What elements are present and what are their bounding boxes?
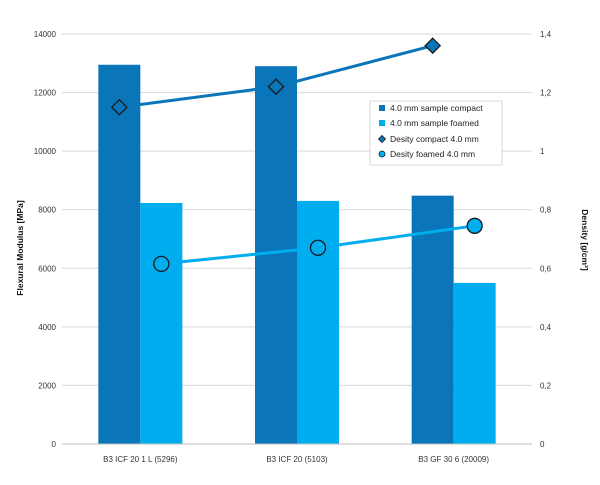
density-foamed-point xyxy=(466,217,483,234)
legend: 4.0 mm sample compact 4.0 mm sample foam… xyxy=(369,100,503,166)
bar-compact xyxy=(411,195,454,444)
density-compact-point xyxy=(424,37,442,55)
x-tick-label: B3 ICF 20 (5103) xyxy=(266,455,328,464)
legend-label-density-foamed: Desity foamed 4.0 mm xyxy=(390,149,475,159)
y2-tick-label: 1,4 xyxy=(540,30,552,39)
y2-tick-label: 0 xyxy=(540,440,545,449)
legend-label-foamed: 4.0 mm sample foamed xyxy=(390,118,479,128)
bar-foamed xyxy=(453,282,496,444)
bar-foamed xyxy=(297,200,339,444)
y-axis-title: Flexural Modulus [MPa] xyxy=(15,200,25,296)
y2-tick-label: 0,4 xyxy=(540,323,552,332)
y-tick-label: 12000 xyxy=(34,89,57,98)
y2-tick-label: 0,8 xyxy=(540,206,552,215)
x-tick-label: B3 GF 30 6 (20009) xyxy=(418,455,489,464)
legend-diamond-icon xyxy=(377,134,387,144)
legend-circle-icon xyxy=(378,150,386,158)
y2-tick-label: 0,6 xyxy=(540,264,552,273)
y2-tick-label: 0,2 xyxy=(540,381,552,390)
x-tick-label: B3 ICF 20 1 L (5296) xyxy=(103,455,178,464)
legend-box xyxy=(369,100,503,166)
density-foamed-point xyxy=(153,255,170,273)
bar-compact xyxy=(98,64,141,444)
legend-label-density-compact: Desity compact 4.0 mm xyxy=(390,134,479,144)
y-tick-label: 0 xyxy=(52,440,57,449)
density-markers xyxy=(110,37,483,273)
y-tick-label: 8000 xyxy=(38,206,56,215)
legend-swatch-foamed-icon xyxy=(379,120,385,126)
legend-swatch-compact-icon xyxy=(379,105,385,111)
y-tick-label: 2000 xyxy=(38,381,56,390)
y2-tick-label: 1 xyxy=(540,147,545,156)
y-tick-label: 10000 xyxy=(34,147,57,156)
bars xyxy=(98,64,496,444)
bar-compact xyxy=(255,66,297,444)
density-compact-point xyxy=(110,98,128,116)
y-tick-label: 14000 xyxy=(34,30,57,39)
legend-label-compact: 4.0 mm sample compact xyxy=(390,103,483,113)
y-tick-label: 4000 xyxy=(38,323,56,332)
density-foamed-point xyxy=(309,239,327,256)
y2-axis-title: Density [g/cm³] xyxy=(580,209,590,271)
density-compact-point xyxy=(267,78,285,96)
y-tick-label: 6000 xyxy=(38,264,56,273)
bar-foamed xyxy=(140,202,183,444)
tick-labels: 0 2000 4000 6000 8000 10000 12000 14000 0 0,2 0,4 0… xyxy=(34,30,552,464)
y2-tick-label: 1,2 xyxy=(540,89,552,98)
